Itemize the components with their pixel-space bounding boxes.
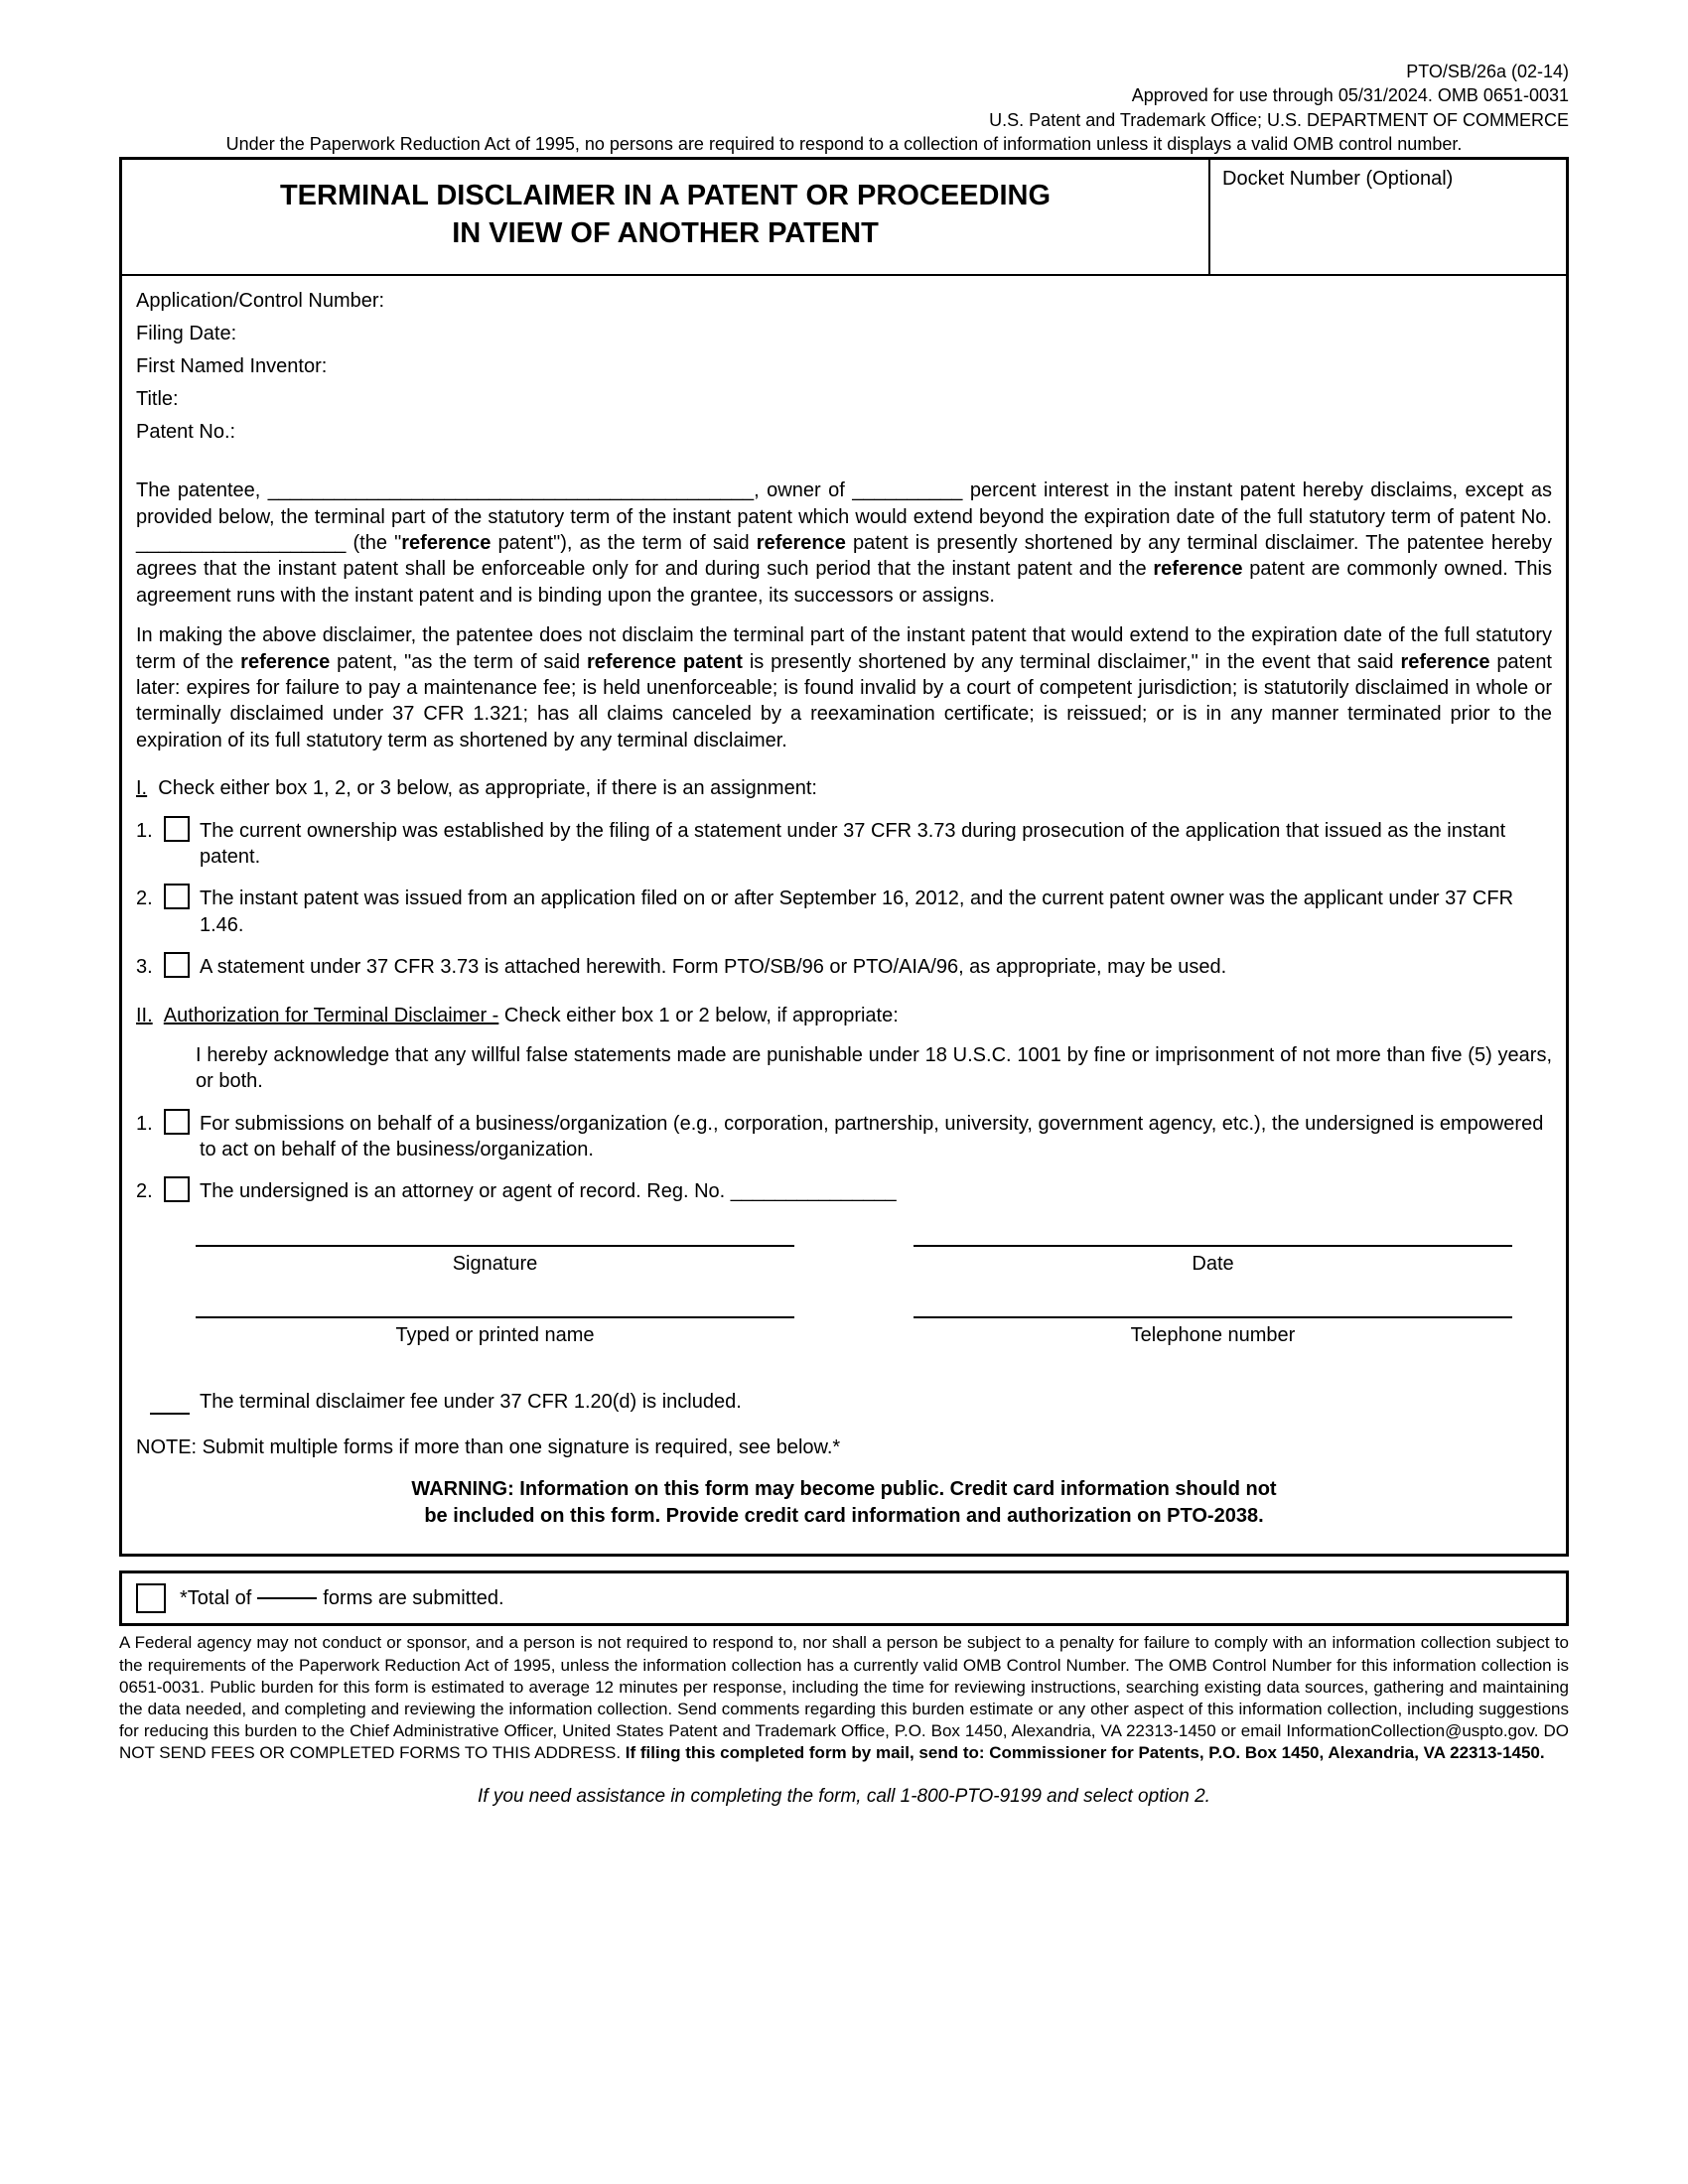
section-i-opt2: 2. The instant patent was issued from an…: [136, 886, 1552, 938]
field-patent[interactable]: Patent No.:: [136, 417, 1552, 448]
main-box: TERMINAL DISCLAIMER IN A PATENT OR PROCE…: [119, 157, 1569, 1558]
total-checkbox[interactable]: [136, 1583, 166, 1613]
title-line2: IN VIEW OF ANOTHER PATENT: [452, 217, 879, 249]
section-i-head: I. Check either box 1, 2, or 3 below, as…: [136, 775, 1552, 801]
section-ii-opt2: 2. The undersigned is an attorney or age…: [136, 1178, 1552, 1204]
phone-cell[interactable]: Telephone number: [914, 1316, 1512, 1348]
total-label-b: forms are submitted.: [323, 1587, 503, 1610]
form-meta: PTO/SB/26a (02-14) Approved for use thro…: [119, 60, 1569, 132]
field-block: Application/Control Number: Filing Date:…: [122, 276, 1566, 456]
body: The patentee, __________________________…: [122, 456, 1566, 1554]
approved-line: Approved for use through 05/31/2024. OMB…: [119, 83, 1569, 107]
title-line1: TERMINAL DISCLAIMER IN A PATENT OR PROCE…: [280, 180, 1051, 211]
checkbox-i-1[interactable]: [164, 816, 190, 842]
form-page: PTO/SB/26a (02-14) Approved for use thro…: [0, 0, 1688, 1847]
opt-i-1-text: The current ownership was established by…: [200, 818, 1552, 871]
roman-i: I.: [136, 777, 147, 799]
section-ii-opt1: 1. For submissions on behalf of a busine…: [136, 1111, 1552, 1163]
section-i-opt1: 1. The current ownership was established…: [136, 818, 1552, 871]
opt-ii-1-text: For submissions on behalf of a business/…: [200, 1111, 1552, 1163]
total-box: *Total of forms are submitted.: [119, 1570, 1569, 1626]
fee-check-line[interactable]: [150, 1413, 190, 1415]
fee-text: The terminal disclaimer fee under 37 CFR…: [200, 1389, 742, 1415]
fee-row: The terminal disclaimer fee under 37 CFR…: [150, 1389, 1552, 1415]
opt-i-3-text: A statement under 37 CFR 3.73 is attache…: [200, 954, 1552, 980]
form-id: PTO/SB/26a (02-14): [119, 60, 1569, 83]
note-line: NOTE: Submit multiple forms if more than…: [136, 1434, 1552, 1460]
total-label-a: *Total of: [180, 1587, 251, 1610]
roman-ii: II.: [136, 1005, 153, 1026]
phone-label: Telephone number: [914, 1316, 1512, 1348]
signature-block: Signature Date Typed or printed name Tel…: [136, 1245, 1552, 1349]
date-label: Date: [914, 1245, 1512, 1277]
checkbox-ii-2[interactable]: [164, 1176, 190, 1202]
form-title: TERMINAL DISCLAIMER IN A PATENT OR PROCE…: [132, 178, 1198, 252]
typed-name-label: Typed or printed name: [196, 1316, 794, 1348]
privacy-statement: A Federal agency may not conduct or spon…: [119, 1632, 1569, 1764]
signature-label: Signature: [196, 1245, 794, 1277]
title-cell: TERMINAL DISCLAIMER IN A PATENT OR PROCE…: [122, 160, 1208, 274]
warning: WARNING: Information on this form may be…: [136, 1476, 1552, 1530]
checkbox-i-2[interactable]: [164, 884, 190, 909]
field-app[interactable]: Application/Control Number:: [136, 286, 1552, 317]
office-line: U.S. Patent and Trademark Office; U.S. D…: [119, 108, 1569, 132]
field-filing[interactable]: Filing Date:: [136, 319, 1552, 349]
header-row: TERMINAL DISCLAIMER IN A PATENT OR PROCE…: [122, 160, 1566, 276]
opt-ii-2-text: The undersigned is an attorney or agent …: [200, 1178, 1552, 1204]
checkbox-i-3[interactable]: [164, 952, 190, 978]
assist-line: If you need assistance in completing the…: [119, 1786, 1569, 1808]
docket-label: Docket Number (Optional): [1222, 168, 1453, 190]
total-count-blank[interactable]: [257, 1597, 317, 1599]
section-i-opt3: 3. A statement under 37 CFR 3.73 is atta…: [136, 954, 1552, 980]
signature-cell[interactable]: Signature: [196, 1245, 794, 1277]
docket-cell[interactable]: Docket Number (Optional): [1208, 160, 1566, 274]
field-inventor[interactable]: First Named Inventor:: [136, 351, 1552, 382]
opt-i-2-text: The instant patent was issued from an ap…: [200, 886, 1552, 938]
field-title[interactable]: Title:: [136, 384, 1552, 415]
section-ii-head: II. Authorization for Terminal Disclaime…: [136, 1003, 1552, 1028]
typed-name-cell[interactable]: Typed or printed name: [196, 1316, 794, 1348]
date-cell[interactable]: Date: [914, 1245, 1512, 1277]
paragraph-2: In making the above disclaimer, the pate…: [136, 622, 1552, 753]
pra-note: Under the Paperwork Reduction Act of 199…: [119, 134, 1569, 155]
checkbox-ii-1[interactable]: [164, 1109, 190, 1135]
paragraph-1: The patentee, __________________________…: [136, 478, 1552, 609]
section-ii-ack: I hereby acknowledge that any willful fa…: [196, 1042, 1552, 1095]
